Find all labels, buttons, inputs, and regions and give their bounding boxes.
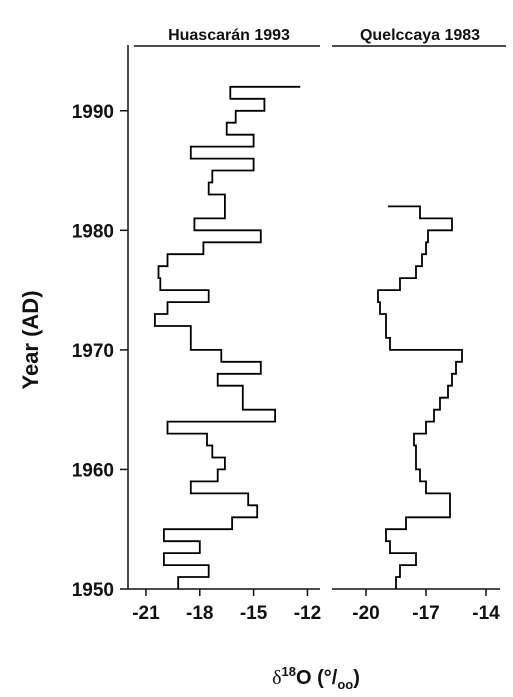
step-line — [377, 205, 463, 589]
x-tick-label: -14 — [472, 603, 500, 624]
x-axis-label: δ18O (°/oo) — [272, 664, 360, 692]
y-axis-label: Year (AD) — [18, 290, 43, 389]
y-tick-label: 1970 — [72, 341, 114, 362]
x-axis-label-part: ) — [353, 667, 360, 689]
x-axis-label-part: O (°/ — [296, 667, 338, 689]
x-tick-label: -20 — [352, 603, 379, 624]
x-tick-label: -18 — [186, 603, 213, 624]
panel-title: Quelccaya 1983 — [360, 27, 480, 44]
x-tick-label: -12 — [294, 603, 321, 624]
y-tick-label: 1960 — [72, 460, 114, 481]
x-tick-label: -21 — [132, 603, 160, 624]
panel-title: Huascarán 1993 — [168, 27, 290, 44]
y-tick-label: 1950 — [72, 580, 114, 601]
x-tick-label: -17 — [412, 603, 439, 624]
y-tick-label: 1980 — [72, 221, 114, 242]
x-axis-label-part: δ — [272, 667, 281, 689]
step-line — [154, 85, 301, 589]
x-axis-label-part: oo — [337, 677, 353, 692]
x-axis-label-part: 18 — [282, 664, 296, 679]
y-tick-label: 1990 — [72, 102, 114, 123]
x-tick-label: -15 — [240, 603, 268, 624]
